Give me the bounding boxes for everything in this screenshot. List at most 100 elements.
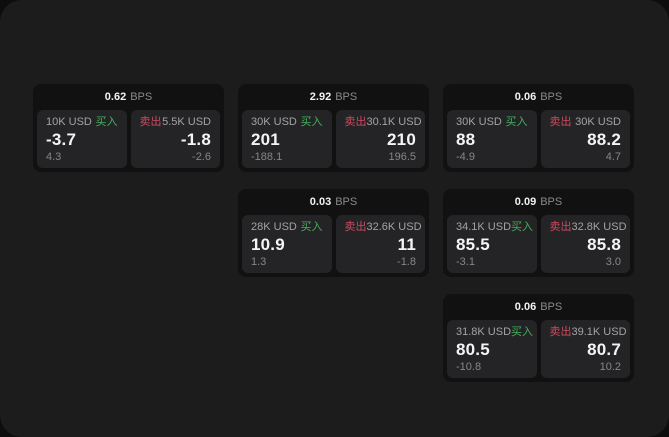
- sell-tile[interactable]: 卖出 32.6K USD 11 -1.8: [335, 215, 425, 273]
- quote-card[interactable]: 2.92 BPS 30K USD 买入 201 -188.1 卖出 30.1K …: [238, 84, 429, 172]
- sell-price: 88.2: [587, 130, 621, 149]
- card-header: 0.09 BPS: [447, 189, 630, 215]
- buy-price: 10.9: [251, 235, 285, 254]
- buy-change: 1.3: [251, 256, 267, 268]
- sell-tile-header: 卖出 32.8K USD: [549, 221, 627, 233]
- buy-amount: 28K USD: [251, 221, 297, 233]
- buy-change: -4.9: [456, 151, 475, 163]
- buy-tile-header: 28K USD 买入: [251, 222, 323, 233]
- bps-value: 0.06: [514, 300, 537, 313]
- sell-change: 10.2: [599, 361, 621, 373]
- sell-price: 85.8: [587, 235, 621, 254]
- sell-change: 196.5: [388, 151, 416, 163]
- buy-price: 201: [251, 130, 280, 149]
- sell-change: -1.8: [397, 256, 416, 268]
- quote-card[interactable]: 0.06 BPS 31.8K USD 买入 80.5 -10.8 卖出 39.1…: [443, 294, 634, 382]
- bps-unit-label: BPS: [335, 90, 358, 103]
- quote-tiles: 31.8K USD 买入 80.5 -10.8 卖出 39.1K USD 80.…: [447, 320, 630, 378]
- bps-value: 0.62: [104, 90, 127, 103]
- quote-tiles: 10K USD 买入 -3.7 4.3 卖出 5.5K USD -1.8 -2.…: [37, 110, 220, 168]
- sell-tile[interactable]: 卖出 5.5K USD -1.8 -2.6: [130, 110, 220, 168]
- sell-tile-header: 卖出 5.5K USD: [140, 117, 212, 128]
- buy-price: -3.7: [46, 130, 77, 149]
- buy-side-label: 买入: [300, 221, 323, 233]
- sell-amount: 39.1K USD: [571, 326, 627, 338]
- sell-price: 210: [387, 130, 416, 149]
- buy-amount: 30K USD: [251, 116, 297, 128]
- quote-card[interactable]: 0.03 BPS 28K USD 买入 10.9 1.3 卖出 32.6K US…: [238, 189, 429, 277]
- sell-side-label: 卖出: [344, 221, 367, 233]
- sell-amount: 30.1K USD: [366, 116, 422, 128]
- sell-amount: 32.6K USD: [366, 221, 422, 233]
- sell-side-label: 卖出: [344, 116, 367, 128]
- sell-tile-header: 卖出 30.1K USD: [344, 116, 422, 128]
- quote-tiles: 28K USD 买入 10.9 1.3 卖出 32.6K USD 11 -1.8: [242, 215, 425, 273]
- buy-change: -10.8: [456, 361, 482, 373]
- sell-tile[interactable]: 卖出 32.8K USD 85.8 3.0: [540, 215, 630, 273]
- bps-value: 0.06: [514, 90, 537, 103]
- buy-side-label: 买入: [511, 221, 534, 233]
- bps-value: 0.09: [514, 195, 537, 208]
- sell-tile[interactable]: 卖出 30.1K USD 210 196.5: [335, 110, 425, 168]
- quote-tiles: 30K USD 买入 88 -4.9 卖出 30K USD 88.2 4.7: [447, 110, 630, 168]
- bps-unit-label: BPS: [540, 195, 563, 208]
- buy-amount: 10K USD: [46, 116, 92, 128]
- buy-amount: 30K USD: [456, 116, 502, 128]
- sell-change: -2.6: [192, 151, 211, 163]
- sell-tile[interactable]: 卖出 30K USD 88.2 4.7: [540, 110, 630, 168]
- bps-unit-label: BPS: [540, 300, 563, 313]
- bps-value: 0.03: [309, 195, 332, 208]
- sell-amount: 30K USD: [575, 116, 621, 128]
- quote-card[interactable]: 0.62 BPS 10K USD 买入 -3.7 4.3 卖出 5.5K USD…: [33, 84, 224, 172]
- quote-tiles: 30K USD 买入 201 -188.1 卖出 30.1K USD 210 1…: [242, 110, 425, 168]
- sell-tile-header: 卖出 32.6K USD: [344, 221, 422, 233]
- card-header: 0.62 BPS: [37, 84, 220, 110]
- buy-price: 85.5: [456, 235, 490, 254]
- sell-tile[interactable]: 卖出 39.1K USD 80.7 10.2: [540, 320, 630, 378]
- buy-tile[interactable]: 34.1K USD 买入 85.5 -3.1: [447, 215, 537, 273]
- buy-price: 88: [456, 130, 476, 149]
- buy-tile[interactable]: 10K USD 买入 -3.7 4.3: [37, 110, 127, 168]
- buy-tile[interactable]: 30K USD 买入 201 -188.1: [242, 110, 332, 168]
- buy-amount: 31.8K USD: [456, 326, 512, 338]
- sell-side-label: 卖出: [549, 116, 572, 128]
- buy-amount: 34.1K USD: [456, 221, 512, 233]
- card-header: 0.06 BPS: [447, 294, 630, 320]
- buy-tile[interactable]: 28K USD 买入 10.9 1.3: [242, 215, 332, 273]
- buy-tile[interactable]: 30K USD 买入 88 -4.9: [447, 110, 537, 168]
- buy-tile-header: 30K USD 买入: [251, 117, 323, 128]
- quote-cards-grid: 0.62 BPS 10K USD 买入 -3.7 4.3 卖出 5.5K USD…: [33, 84, 634, 382]
- sell-amount: 32.8K USD: [571, 221, 627, 233]
- sell-change: 3.0: [605, 256, 621, 268]
- sell-price: 80.7: [587, 340, 621, 359]
- buy-tile-header: 31.8K USD 买入: [456, 326, 533, 338]
- card-header: 0.06 BPS: [447, 84, 630, 110]
- sell-price: 11: [397, 235, 416, 254]
- buy-tile[interactable]: 31.8K USD 买入 80.5 -10.8: [447, 320, 537, 378]
- sell-price: -1.8: [180, 130, 211, 149]
- bps-value: 2.92: [309, 90, 332, 103]
- buy-tile-header: 30K USD 买入: [456, 117, 528, 128]
- buy-side-label: 买入: [95, 116, 118, 128]
- sell-amount: 5.5K USD: [162, 116, 211, 128]
- buy-price: 80.5: [456, 340, 490, 359]
- sell-side-label: 卖出: [549, 221, 572, 233]
- quote-tiles: 34.1K USD 买入 85.5 -3.1 卖出 32.8K USD 85.8…: [447, 215, 630, 273]
- sell-change: 4.7: [605, 151, 621, 163]
- buy-change: -188.1: [251, 151, 283, 163]
- bps-unit-label: BPS: [130, 90, 153, 103]
- quote-card[interactable]: 0.09 BPS 34.1K USD 买入 85.5 -3.1 卖出 32.8K…: [443, 189, 634, 277]
- buy-change: 4.3: [46, 151, 62, 163]
- buy-side-label: 买入: [300, 116, 323, 128]
- sell-side-label: 卖出: [549, 326, 572, 338]
- card-header: 0.03 BPS: [242, 189, 425, 215]
- sell-tile-header: 卖出 30K USD: [550, 117, 622, 128]
- buy-change: -3.1: [456, 256, 475, 268]
- buy-tile-header: 10K USD 买入: [46, 117, 118, 128]
- buy-tile-header: 34.1K USD 买入: [456, 221, 533, 233]
- bps-unit-label: BPS: [540, 90, 563, 103]
- buy-side-label: 买入: [505, 116, 528, 128]
- quote-card[interactable]: 0.06 BPS 30K USD 买入 88 -4.9 卖出 30K USD 8…: [443, 84, 634, 172]
- card-header: 2.92 BPS: [242, 84, 425, 110]
